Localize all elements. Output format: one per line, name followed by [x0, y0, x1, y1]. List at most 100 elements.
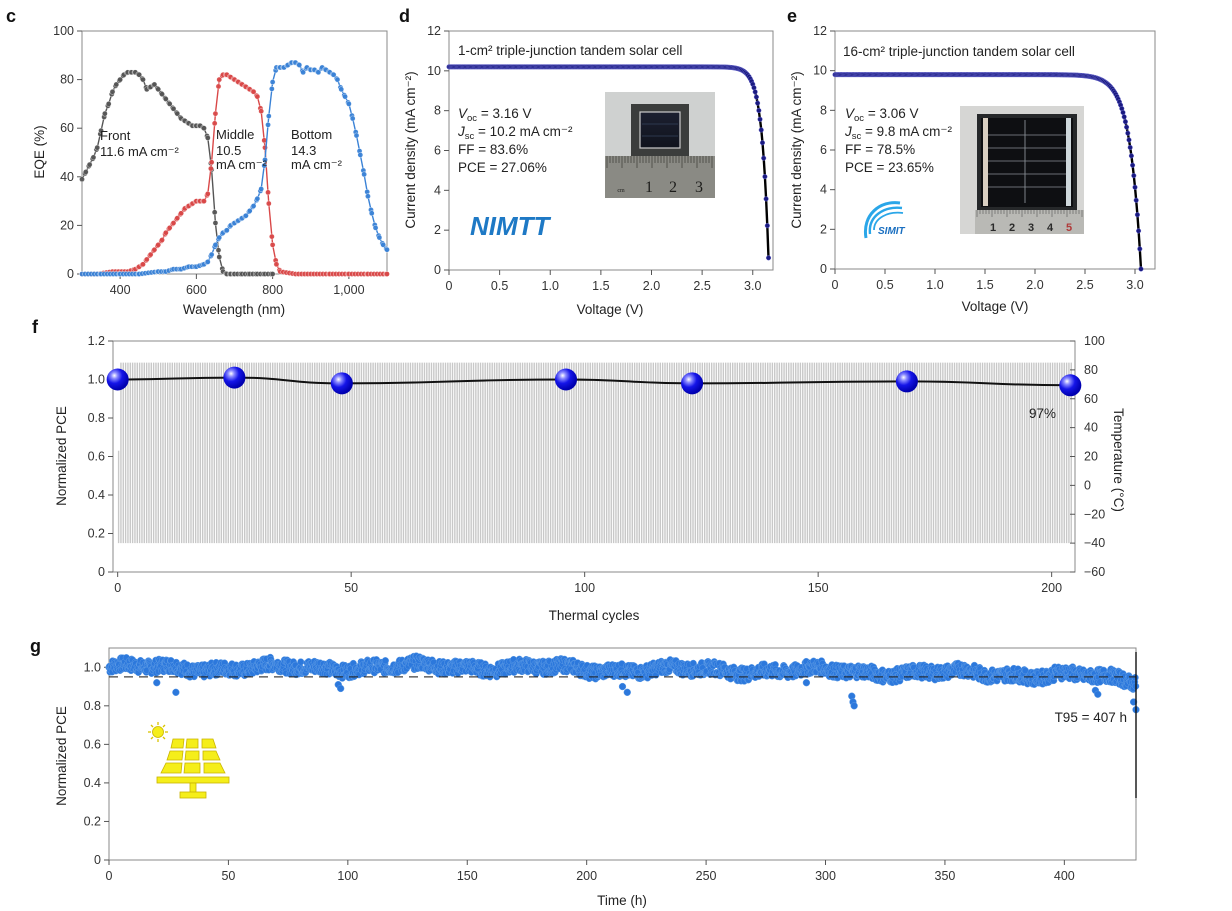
data-point-bottom	[261, 162, 268, 169]
x-tick-label: 1.5	[976, 278, 993, 292]
metric-value: = 3.06 V	[864, 106, 918, 121]
pce-marker	[223, 366, 246, 389]
data-point-front	[113, 81, 120, 88]
data-point-middle	[178, 210, 184, 217]
jv-data-point	[761, 155, 767, 161]
jv-data-point	[753, 94, 759, 100]
y-tick-label: 1.2	[88, 334, 105, 348]
metric-v: Voc = 3.16 V	[458, 106, 531, 124]
metric-v: Voc = 3.06 V	[845, 106, 918, 124]
pce-marker	[554, 368, 577, 391]
panel-g-operational-stability: g 0 0.2 0.4 0.6 0.8 1.0 0 50 100 150 200 250 300 350…	[30, 636, 1140, 908]
bottom-annotation-unit: mA cm⁻²	[291, 157, 343, 172]
data-point-front	[212, 220, 219, 226]
jv-data-point	[765, 255, 772, 261]
y-axis-label: EQE (%)	[32, 125, 47, 178]
data-point	[1131, 674, 1139, 682]
data-point-middle	[208, 159, 215, 166]
outlier-point	[172, 688, 180, 696]
data-point-middle	[269, 242, 276, 248]
jv-data-point	[762, 174, 768, 180]
metric-ff: FF = 78.5%	[845, 142, 915, 157]
x-tick-label: 350	[935, 869, 956, 883]
data-point-bottom	[353, 132, 360, 139]
x-tick-label: 800	[262, 283, 283, 297]
right-y-tick-label: 60	[1084, 392, 1098, 406]
y-tick-label: 12	[427, 24, 441, 38]
data-point-middle	[384, 271, 390, 277]
jv-data-point	[764, 223, 770, 229]
x-tick-label: 50	[344, 581, 358, 595]
data-point-bottom	[296, 62, 303, 68]
pce-data-points	[105, 652, 1140, 714]
outlier-point	[618, 682, 627, 691]
jv-data-point	[1121, 114, 1127, 120]
right-y-axis-ticks: −60 −40 −20 0 20 40 60 80 100	[1070, 334, 1105, 579]
data-point-front	[102, 110, 108, 117]
ruler-label: 3	[695, 179, 703, 196]
data-point-middle	[166, 225, 173, 231]
metric-pce: PCE = 23.65%	[845, 160, 934, 175]
data-point-middle	[174, 215, 181, 221]
data-point-bottom	[246, 208, 253, 214]
x-tick-label: 3.0	[1126, 278, 1143, 292]
metric-name: V	[458, 106, 469, 121]
metric-subscript: sc	[465, 131, 475, 142]
data-point-bottom	[269, 86, 275, 92]
data-point-front	[211, 209, 218, 216]
data-point-bottom	[265, 121, 271, 128]
data-point-bottom	[349, 115, 356, 122]
data-point-middle	[258, 108, 264, 114]
outlier-point	[850, 702, 858, 710]
svg-text:SIMIT: SIMIT	[878, 226, 906, 237]
x-tick-label: 400	[110, 283, 131, 297]
y-tick-label: 8	[434, 104, 441, 118]
data-point-bottom	[269, 79, 276, 85]
t95-annotation: T95 = 407 h	[1055, 710, 1127, 725]
x-tick-label: 0	[832, 278, 839, 292]
data-point-middle	[273, 261, 280, 268]
data-point-bottom	[208, 251, 215, 258]
data-point-front	[94, 144, 101, 151]
jv-data-point	[757, 116, 763, 122]
jv-data-point	[755, 100, 761, 106]
retention-annotation: 97%	[1029, 406, 1056, 421]
data-point-middle	[269, 233, 275, 240]
x-axis-label: Voltage (V)	[962, 299, 1029, 314]
jv-data-point	[759, 140, 766, 146]
x-tick-label: 150	[808, 581, 829, 595]
data-point-middle	[147, 251, 154, 258]
data-point-bottom	[376, 234, 383, 241]
data-point-front	[170, 105, 177, 112]
metric-j: Jsc = 10.2 mA cm⁻²	[457, 124, 573, 142]
data-point-bottom	[315, 69, 322, 76]
ruler-label: 1	[990, 222, 996, 234]
y-tick-label: 10	[427, 64, 441, 78]
y-axis-label: Current density (mA cm⁻²)	[789, 71, 804, 228]
x-tick-label: 1.5	[592, 279, 609, 293]
metric-value: = 78.5%	[862, 142, 916, 157]
x-axis-ticks: 400 600 800 1,000	[110, 274, 365, 297]
data-point-middle	[265, 189, 271, 196]
right-y-axis-label: Temperature (°C)	[1111, 408, 1126, 512]
ruler-label: 5	[1066, 222, 1072, 234]
x-tick-label: 600	[186, 283, 207, 297]
data-point-front	[136, 71, 142, 78]
data-point-middle	[205, 191, 211, 197]
pce-marker	[330, 372, 353, 395]
right-y-tick-label: −60	[1084, 565, 1105, 579]
data-point-middle	[266, 200, 272, 207]
data-point-middle	[159, 237, 165, 243]
data-point-front	[269, 271, 276, 277]
metric-name: V	[845, 106, 856, 121]
jv-data-point	[756, 107, 762, 114]
metric-value: = 83.6%	[475, 142, 529, 157]
y-tick-label: 40	[60, 170, 74, 184]
data-point-middle	[215, 83, 222, 90]
data-point-front	[166, 101, 173, 107]
y-axis-label: Normalized PCE	[54, 706, 69, 806]
y-tick-label: 100	[53, 24, 74, 38]
jv-data-point	[1136, 228, 1142, 234]
x-tick-label: 1.0	[542, 279, 559, 293]
data-point-middle	[140, 261, 146, 268]
